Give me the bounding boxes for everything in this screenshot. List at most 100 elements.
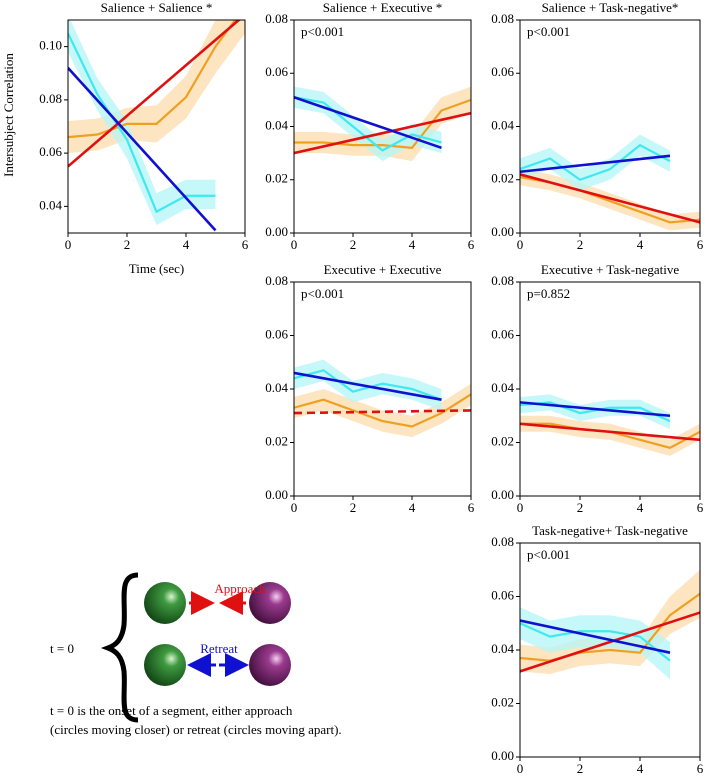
sphere-green [144,644,186,686]
x-tick-label: 6 [468,237,475,252]
plot-frame [67,19,246,234]
data-line [294,369,442,401]
y-tick-label: 0.00 [265,487,288,502]
approach-label: Approach [214,581,266,596]
x-tick-label: 2 [577,500,584,515]
chart-title: Salience + Executive * [323,0,443,15]
chart-title: Salience + Task-negative* [542,0,679,15]
x-tick-label: 4 [637,237,644,252]
p-value: p<0.001 [301,24,344,39]
x-tick-label: 2 [350,237,357,252]
y-tick-label: 0.08 [491,273,514,288]
y-tick-label: 0.04 [491,117,514,132]
y-tick-label: 0.00 [491,224,514,239]
data-line [294,98,471,149]
sphere-purple [249,644,291,686]
chart-panel: 0.00 0.02 0.04 0.06 0.08 0 2 4 6 Task-negative+ T… [491,523,704,776]
x-tick-label: 2 [577,237,584,252]
fit-line [520,173,700,224]
fit-line [520,401,671,418]
y-tick-label: 0.08 [491,534,514,549]
data-line [520,622,671,662]
y-tick-label: 0.00 [491,487,514,502]
y-tick-label: 0.04 [265,380,288,395]
y-tick-label: 0.02 [265,171,288,186]
chart-title: Executive + Executive [324,262,442,277]
x-tick-label: 0 [291,500,298,515]
y-tick-label: 0.06 [491,326,514,341]
x-tick-label: 4 [409,237,416,252]
x-tick-label: 2 [350,500,357,515]
data-line [520,401,671,423]
confidence-band [520,394,670,430]
chart-panel: 0.00 0.02 0.04 0.06 0.08 0 2 4 6 Salience + Task-… [491,0,704,252]
plot-area [294,359,471,438]
caption: t = 0 is the onset of a segment, either … [50,703,293,718]
data-line [68,20,237,139]
retreat-label: Retreat [200,641,238,656]
y-axis-label: Intersubject Correlation [1,53,16,177]
fit-line [294,111,471,155]
y-tick-label: 0.04 [491,380,514,395]
y-tick-label: 0.00 [265,224,288,239]
x-tick-label: 0 [65,237,72,252]
chart-panel: 0.00 0.02 0.04 0.06 0.08 0 2 4 6 Salience + Execu… [265,0,475,252]
chart-panel: 0.04 0.06 0.08 0.10 0 2 4 6 Salience + Salience … [1,0,249,276]
y-tick-label: 0.04 [39,197,62,212]
plot-frame [519,281,701,497]
y-tick-label: 0.06 [39,144,62,159]
fit-line [520,154,671,174]
plot-area [520,394,700,456]
p-value: p<0.001 [527,547,570,562]
fit-line [68,20,241,168]
fit-line [294,409,471,415]
x-tick-label: 2 [577,761,584,776]
x-tick-label: 6 [697,500,704,515]
legend-panel: t = 0 Approach Retreat t = 0 is the onse… [50,572,342,737]
x-tick-label: 0 [517,761,524,776]
fit-line [294,95,442,150]
x-tick-label: 0 [517,237,524,252]
t-label: t = 0 [50,641,74,656]
y-tick-label: 0.02 [491,171,514,186]
sphere-green [144,582,186,624]
p-value: p=0.852 [527,286,570,301]
x-tick-label: 6 [697,761,704,776]
p-value: p<0.001 [527,24,570,39]
confidence-band [68,20,216,226]
chart-panel: 0.00 0.02 0.04 0.06 0.08 0 2 4 6 Executive + Exec… [265,262,475,515]
y-tick-label: 0.02 [265,433,288,448]
chart-title: Salience + Salience * [101,0,213,15]
data-line [294,393,471,428]
confidence-band [520,134,670,191]
y-tick-label: 0.06 [491,64,514,79]
y-tick-label: 0.02 [491,433,514,448]
sphere-purple [249,582,291,624]
confidence-band [294,359,442,411]
confidence-band [294,383,471,438]
caption: (circles moving closer) or retreat (circ… [50,722,342,737]
y-tick-label: 0.06 [491,587,514,602]
y-tick-label: 0.06 [265,64,288,79]
x-tick-label: 2 [124,237,131,252]
fit-line [520,611,700,673]
y-tick-label: 0.00 [491,748,514,763]
plot-area [520,569,700,680]
x-tick-label: 4 [637,500,644,515]
y-tick-label: 0.08 [265,11,288,26]
y-tick-label: 0.06 [265,326,288,341]
p-value: p<0.001 [301,286,344,301]
x-tick-label: 6 [468,500,475,515]
fit-line [294,371,442,401]
fit-line [520,619,671,654]
x-tick-label: 6 [697,237,704,252]
y-tick-label: 0.04 [265,117,288,132]
y-tick-label: 0.02 [491,694,514,709]
y-tick-label: 0.08 [491,11,514,26]
plot-area [294,86,471,162]
x-tick-label: 0 [291,237,298,252]
fit-line [520,422,700,442]
plot-area [520,134,700,231]
y-tick-label: 0.10 [39,38,62,53]
